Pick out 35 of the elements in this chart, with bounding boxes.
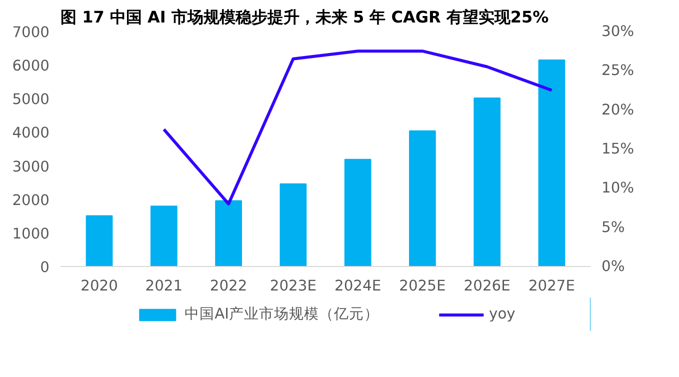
x-tick-label: 2025E: [399, 278, 446, 294]
chart-title: 图 17 中国 AI 市场规模稳步提升，未来 5 年 CAGR 有望实现25%: [60, 8, 549, 26]
y-tick-label: 0: [40, 259, 50, 276]
bar: [215, 200, 242, 266]
y2-tick-label: 25%: [602, 62, 634, 80]
bar: [409, 130, 436, 266]
y2-tick-label: 15%: [602, 140, 634, 158]
bar: [474, 97, 501, 266]
bar: [538, 60, 566, 266]
x-tick-label: 2023E: [270, 278, 316, 294]
y2-tick-label: 0%: [602, 258, 625, 275]
y2-tick-label: 20%: [602, 101, 634, 118]
x-tick-label: 2020: [80, 278, 118, 294]
y2-tick-label: 30%: [602, 23, 634, 40]
x-tick-label: 2021: [145, 278, 183, 294]
y2-tick-label: 5%: [602, 218, 625, 236]
y-tick-label: 4000: [12, 124, 50, 142]
legend-label: 中国AI产业市场规模（亿元）: [184, 304, 380, 324]
bar: [344, 158, 372, 266]
x-tick-label: 2024E: [334, 278, 382, 294]
y-tick-label: 3000: [12, 158, 50, 176]
x-tick-label: 2027E: [528, 278, 575, 294]
y-tick-label: 1000: [12, 225, 50, 242]
bar: [86, 215, 113, 266]
y-tick-label: 6000: [12, 58, 50, 75]
y-tick-label: 5000: [12, 91, 50, 108]
x-tick-label: 2026E: [464, 278, 510, 294]
line-series: [162, 50, 554, 206]
y-tick-label: 2000: [12, 192, 50, 209]
y-tick-label: 7000: [12, 24, 50, 41]
y2-tick-label: 10%: [602, 180, 634, 197]
bar: [280, 183, 307, 266]
bar: [150, 206, 178, 266]
x-tick-label: 2022: [210, 278, 248, 294]
legend-label: yoy: [489, 306, 516, 322]
